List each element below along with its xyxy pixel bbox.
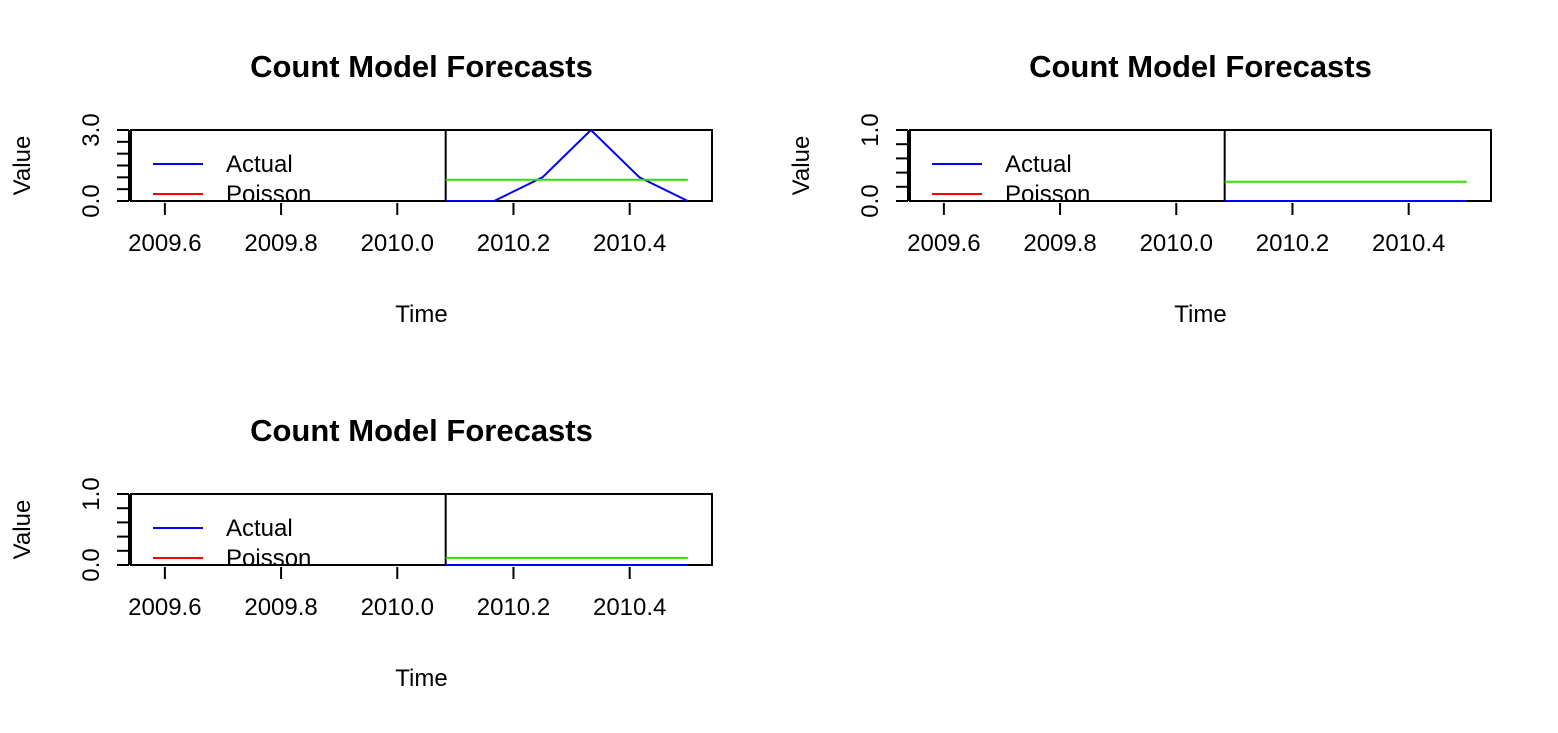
plot-frame [130,129,713,202]
x-axis-label: Time [395,665,447,692]
actual-legend-label: Actual [226,515,293,542]
y-axis-label: Value [788,136,815,196]
chart-panel-1: Count Model Forecasts 2009.6 2009.8 2010.0 2… [9,49,713,328]
x-tick-label: 2010.2 [477,230,550,257]
chart-title: Count Model Forecasts [1029,49,1372,84]
x-tick-label: 2009.8 [244,594,317,621]
x-tick-label: 2009.6 [128,594,201,621]
chart-title: Count Model Forecasts [250,49,593,84]
y-axis-label: Value [9,136,36,196]
y-tick-label: 0.0 [78,548,105,581]
poisson-legend-label: Poisson [226,545,311,572]
y-tick-label: 0.0 [78,184,105,217]
x-tick-label: 2010.0 [1140,230,1213,257]
y-tick-label: 1.0 [857,113,884,146]
x-tick-label: 2009.6 [128,230,201,257]
x-tick-label: 2009.6 [907,230,980,257]
poisson-legend-label: Poisson [1005,181,1090,208]
y-tick-label: 3.0 [78,113,105,146]
actual-series-line [445,130,689,202]
x-axis-label: Time [395,301,447,328]
x-tick-label: 2009.8 [244,230,317,257]
x-tick-label: 2010.2 [1256,230,1329,257]
chart-title: Count Model Forecasts [250,413,593,448]
chart-panel-2: Count Model Forecasts 2009.6 2009.8 2010.0 2… [788,49,1492,328]
actual-legend-label: Actual [226,151,293,178]
x-tick-label: 2010.2 [477,594,550,621]
x-tick-label: 2010.4 [593,594,666,621]
x-tick-label: 2010.0 [361,230,434,257]
plot-frame [130,493,713,566]
x-tick-label: 2010.0 [361,594,434,621]
x-tick-label: 2009.8 [1023,230,1096,257]
chart-panel-3: Count Model Forecasts 2009.6 2009.8 2010.0 2… [9,413,713,692]
y-axis-label: Value [9,500,36,560]
plot-frame [909,129,1492,202]
poisson-legend-label: Poisson [226,181,311,208]
x-axis-label: Time [1174,301,1226,328]
y-tick-label: 1.0 [78,477,105,510]
y-tick-label: 0.0 [857,184,884,217]
x-tick-label: 2010.4 [593,230,666,257]
x-tick-label: 2010.4 [1372,230,1445,257]
actual-legend-label: Actual [1005,151,1072,178]
